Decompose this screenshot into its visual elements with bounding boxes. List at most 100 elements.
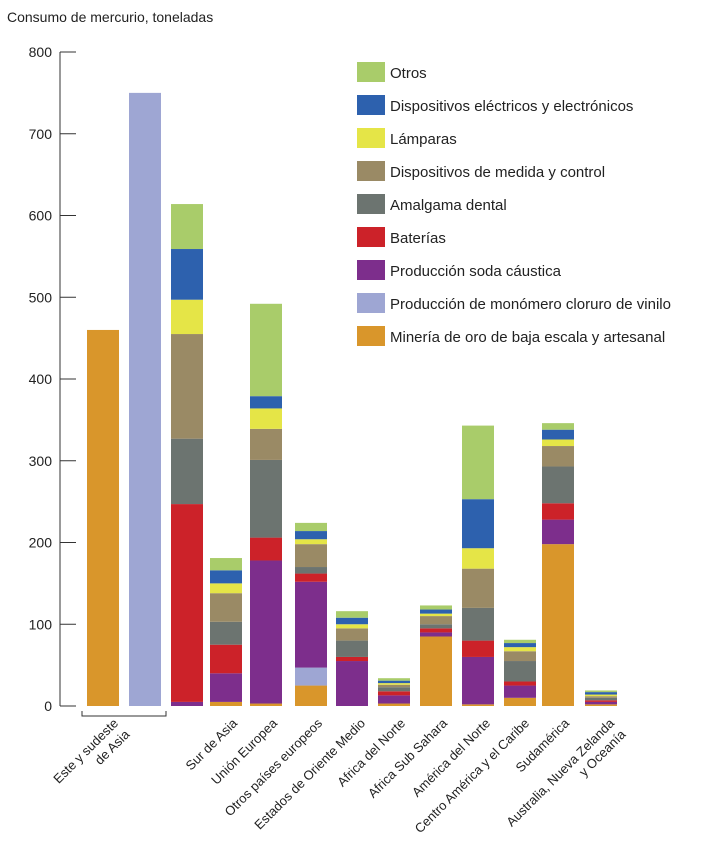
y-tick-label: 0 [44, 698, 52, 714]
bar-segment-baterias [336, 656, 368, 662]
legend-label-mineria-de-oro-de-baja-escala-y-artesanal: Minería de oro de baja escala y artesana… [390, 329, 665, 346]
y-tick-label: 500 [29, 289, 53, 305]
bar-segment-baterias [462, 640, 494, 657]
bar-segment-lamparas [542, 439, 574, 447]
x-category-label: Este y sudestede Asia [50, 715, 133, 798]
bar-segment-amalgama-dental [542, 466, 574, 504]
bar-segment-lamparas [250, 408, 282, 429]
bar-segment-produccion-soda-caustica [585, 701, 617, 705]
bar-segment-lamparas [378, 683, 410, 685]
legend-swatch-otros [357, 62, 385, 82]
bar-segment-lamparas [336, 624, 368, 629]
bar-segment-baterias [171, 504, 203, 702]
bar-segment-mineria-de-oro-de-baja-escala-y-artesanal [87, 329, 119, 706]
bar-segment-dispositivos-electricos-y-electronicos [171, 249, 203, 300]
bar-segment-amalgama-dental [171, 438, 203, 505]
legend-background [352, 52, 706, 357]
legend-label-lamparas: Lámparas [390, 131, 457, 148]
legend-label-dispositivos-de-medida-y-control: Dispositivos de medida y control [390, 164, 605, 181]
legend-swatch-dispositivos-de-medida-y-control [357, 161, 385, 181]
bar-segment-dispositivos-de-medida-y-control [336, 628, 368, 641]
bar-segment-mineria-de-oro-de-baja-escala-y-artesanal [295, 685, 327, 706]
legend-label-baterias: Baterías [390, 230, 446, 247]
bar-segment-mineria-de-oro-de-baja-escala-y-artesanal [504, 697, 536, 706]
bar-stack [585, 690, 617, 706]
bar-stack [87, 329, 119, 706]
bar-segment-produccion-de-monomero-cloruro-de-vinilo [295, 667, 327, 686]
bar-segment-lamparas [462, 548, 494, 569]
bar-segment-produccion-soda-caustica [210, 673, 242, 702]
bar-segment-baterias [420, 628, 452, 633]
bar-stack [462, 425, 494, 706]
bar-segment-mineria-de-oro-de-baja-escala-y-artesanal [250, 703, 282, 706]
bar-segment-baterias [210, 644, 242, 674]
bar-segment-produccion-soda-caustica [336, 661, 368, 706]
bar-segment-produccion-soda-caustica [171, 701, 203, 706]
bar-segment-dispositivos-electricos-y-electronicos [542, 429, 574, 440]
bar-stack [504, 639, 536, 706]
bar-segment-otros [295, 522, 327, 532]
bar-segment-produccion-soda-caustica [295, 581, 327, 668]
bar-segment-produccion-soda-caustica [504, 685, 536, 698]
bar-stack [295, 522, 327, 706]
legend-label-amalgama-dental: Amalgama dental [390, 197, 507, 214]
bar-stack [250, 303, 282, 706]
bar-segment-dispositivos-electricos-y-electronicos [585, 692, 617, 695]
y-tick-label: 400 [29, 371, 53, 387]
bar-segment-mineria-de-oro-de-baja-escala-y-artesanal [542, 544, 574, 706]
bar-segment-dispositivos-electricos-y-electronicos [250, 396, 282, 409]
bar-segment-dispositivos-de-medida-y-control [250, 428, 282, 460]
bar-segment-amalgama-dental [210, 621, 242, 645]
legend-swatch-mineria-de-oro-de-baja-escala-y-artesanal [357, 326, 385, 346]
bar-segment-produccion-soda-caustica [462, 656, 494, 705]
bar-segment-dispositivos-de-medida-y-control [210, 593, 242, 622]
bar-segment-dispositivos-de-medida-y-control [378, 684, 410, 688]
legend-label-produccion-soda-caustica: Producción soda cáustica [390, 263, 562, 280]
bar-segment-baterias [504, 681, 536, 686]
bar-segment-dispositivos-electricos-y-electronicos [295, 531, 327, 540]
legend-swatch-baterias [357, 227, 385, 247]
bar-stack [171, 204, 203, 706]
bar-segment-lamparas [171, 299, 203, 335]
bar-segment-mineria-de-oro-de-baja-escala-y-artesanal [210, 701, 242, 706]
legend-swatch-amalgama-dental [357, 194, 385, 214]
bar-segment-baterias [378, 691, 410, 696]
bar-segment-dispositivos-electricos-y-electronicos [504, 643, 536, 648]
x-category-label-line: Africa Sub Sahara [365, 715, 451, 801]
bar-segment-amalgama-dental [336, 640, 368, 657]
bar-stack [336, 611, 368, 706]
bar-segment-otros [542, 423, 574, 430]
bar-segment-amalgama-dental [504, 661, 536, 682]
legend-swatch-produccion-soda-caustica [357, 260, 385, 280]
legend-swatch-dispositivos-electricos-y-electronicos [357, 95, 385, 115]
legend-swatch-produccion-de-monomero-cloruro-de-vinilo [357, 293, 385, 313]
bar-segment-produccion-soda-caustica [378, 695, 410, 704]
bar-segment-amalgama-dental [250, 459, 282, 538]
bar-segment-lamparas [585, 694, 617, 697]
bar-segment-dispositivos-electricos-y-electronicos [336, 617, 368, 625]
bar-segment-otros [210, 558, 242, 571]
bar-stack [129, 92, 161, 706]
y-axis-title: Consumo de mercurio, toneladas [7, 9, 213, 25]
bar-segment-produccion-soda-caustica [250, 560, 282, 704]
bar-stack [420, 605, 452, 706]
bar-segment-amalgama-dental [420, 624, 452, 629]
bar-segment-mineria-de-oro-de-baja-escala-y-artesanal [462, 704, 494, 706]
legend-swatch-lamparas [357, 128, 385, 148]
y-tick-label: 600 [29, 208, 53, 224]
bar-segment-dispositivos-de-medida-y-control [171, 334, 203, 439]
legend-label-otros: Otros [390, 65, 427, 82]
bar-stack [542, 423, 574, 706]
y-axis: 0 100 200 300 400 500 600 700 800 [29, 44, 76, 714]
bar-segment-produccion-soda-caustica [542, 519, 574, 545]
bar-segment-otros [585, 690, 617, 693]
bar-segment-otros [378, 678, 410, 681]
bar-segment-lamparas [504, 647, 536, 652]
y-tick-label: 700 [29, 126, 53, 142]
bar-segment-otros [462, 425, 494, 500]
bar-segment-dispositivos-de-medida-y-control [462, 568, 494, 608]
bar-segment-otros [171, 204, 203, 250]
bar-segment-dispositivos-de-medida-y-control [504, 651, 536, 662]
bar-segment-amalgama-dental [462, 607, 494, 641]
